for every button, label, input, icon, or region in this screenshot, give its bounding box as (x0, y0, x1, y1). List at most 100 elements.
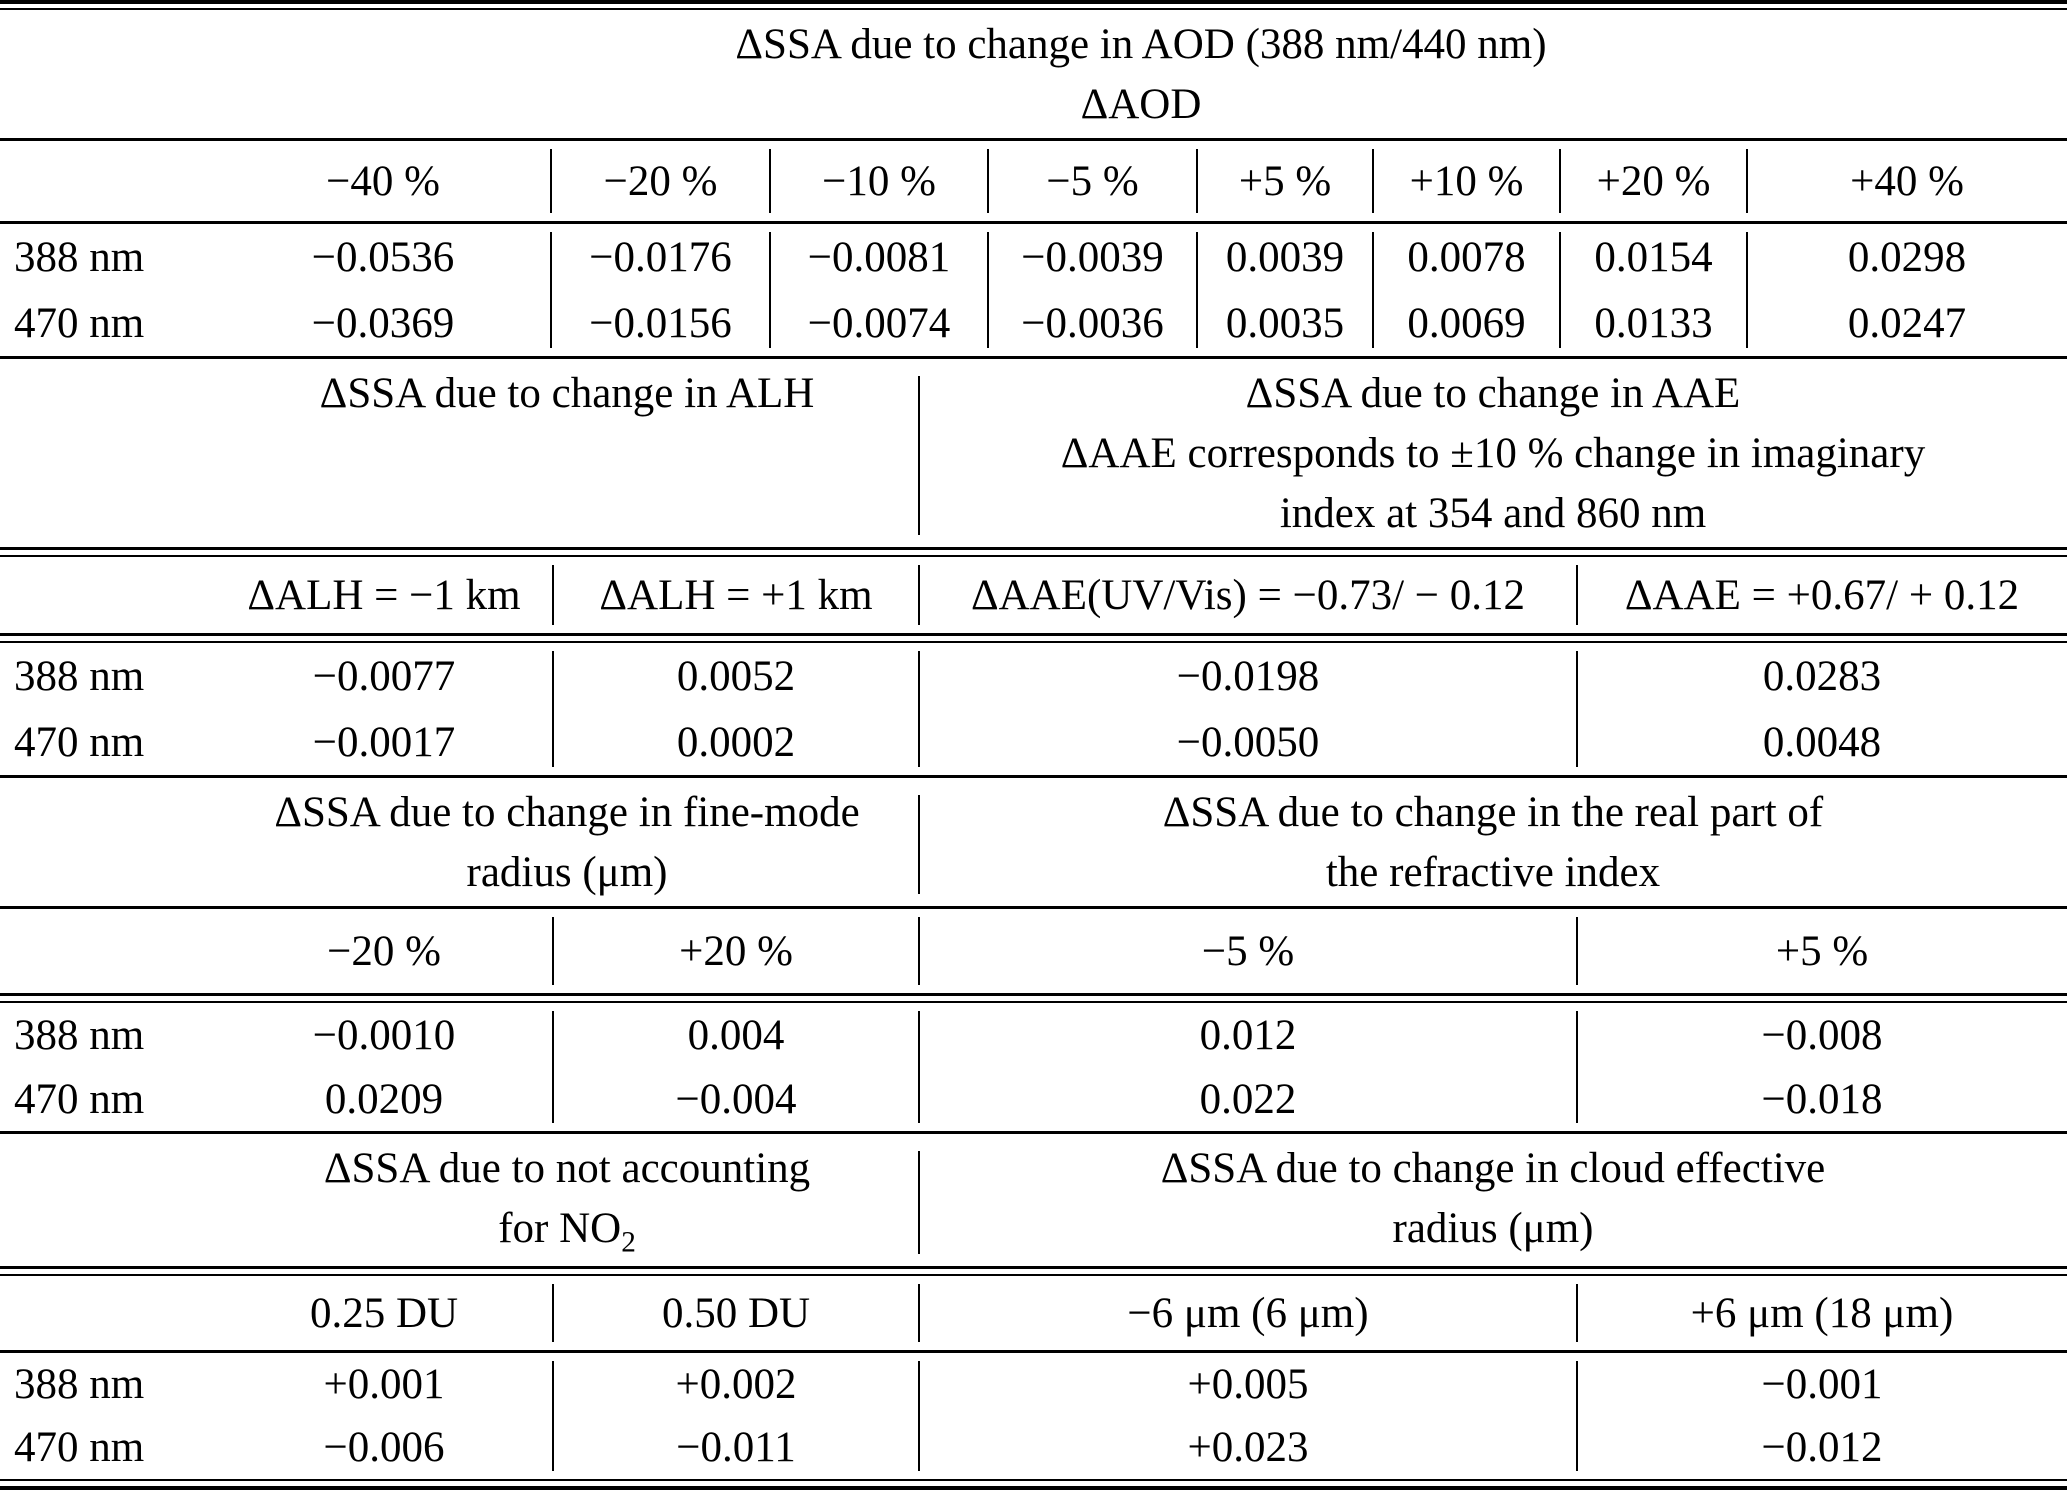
no2-cloud-data-rows: 388 nm 470 nm +0.001 −0.006 +0.002 −0.01… (0, 1353, 2067, 1479)
data-cell: 0.0035 (1225, 299, 1345, 347)
aod-column-header-row: −40 % −20 % −10 % −5 % +5 % +10 % +20 % … (0, 141, 2067, 221)
no2-cloud-col-header: −6 μm (6 μm) (1127, 1289, 1369, 1337)
data-cell: 0.0002 (676, 718, 796, 766)
no2-cloud-col-header: +6 μm (18 μm) (1690, 1289, 1954, 1337)
data-cell: −0.012 (1761, 1424, 1883, 1471)
horizontal-rule (0, 221, 2067, 224)
data-cell: −0.001 (1761, 1361, 1883, 1408)
real-index-title-line2: the refractive index (1325, 849, 1661, 896)
cloud-title-line1: ΔSSA due to change in cloud effective (1160, 1145, 1826, 1192)
wavelength-label-column: 388 nm 470 nm (0, 1003, 215, 1131)
data-cell: −0.004 (675, 1075, 797, 1123)
finemode-title-line1: ΔSSA due to change in fine-mode (274, 789, 860, 836)
data-cell: −0.0010 (312, 1011, 456, 1059)
wavelength-label-column: 388 nm 470 nm (0, 643, 215, 775)
alh-aae-column-header-row: ΔALH = −1 km ΔALH = +1 km ΔAAE(UV/Vis) =… (0, 557, 2067, 633)
aod-col-header: +20 % (1596, 157, 1711, 205)
data-cell: −0.0036 (1021, 299, 1164, 347)
horizontal-rule-double (0, 633, 2067, 643)
aod-col-header: −5 % (1046, 157, 1139, 205)
cloud-header-cell: ΔSSA due to change in cloud effective ra… (919, 1139, 2067, 1266)
data-cell: 0.0069 (1407, 299, 1526, 347)
data-column: 0.0078 0.0069 (1373, 224, 1560, 356)
no2-cloud-column-header-row: 0.25 DU 0.50 DU −6 μm (6 μm) +6 μm (18 μ… (0, 1276, 2067, 1350)
empty-corner-cell (0, 141, 215, 221)
data-column: −0.0081 −0.0074 (770, 224, 988, 356)
alh-aae-data-rows: 388 nm 470 nm −0.0077 −0.0017 0.0052 0.0… (0, 643, 2067, 775)
aod-data-rows: 388 nm 470 nm −0.0536 −0.0369 −0.0176 −0… (0, 224, 2067, 356)
data-cell: −0.0536 (311, 233, 455, 281)
no2-title-line2-text: for NO (498, 1205, 622, 1252)
row-label: 388 nm (14, 1361, 145, 1408)
data-column: 0.0052 0.0002 (553, 643, 919, 775)
data-cell: 0.0298 (1847, 233, 1967, 281)
real-index-header-cell: ΔSSA due to change in the real part of t… (919, 783, 2067, 906)
data-cell: +0.002 (675, 1361, 797, 1408)
data-cell: 0.0039 (1225, 233, 1345, 281)
aae-title-line1: ΔSSA due to change in AAE (1245, 370, 1741, 417)
no2-subscript: 2 (621, 1226, 636, 1259)
data-column: −0.0536 −0.0369 (215, 224, 551, 356)
alh-title: ΔSSA due to change in ALH (319, 370, 815, 417)
section-aod-header: ΔSSA due to change in AOD (388 nm/440 nm… (0, 10, 2067, 138)
aod-col-header: +5 % (1238, 157, 1332, 205)
section-aod-title-line1: ΔSSA due to change in AOD (388 nm/440 nm… (735, 21, 1547, 68)
horizontal-rule-bottom (0, 1479, 2067, 1490)
data-column: 0.0283 0.0048 (1577, 643, 2067, 775)
data-cell: 0.0247 (1847, 299, 1967, 347)
horizontal-rule-double (0, 547, 2067, 557)
row-label: 470 nm (14, 299, 145, 347)
alh-aae-col-header: ΔAAE = +0.67/ + 0.12 (1624, 571, 2020, 619)
data-column: +0.005 +0.023 (919, 1353, 1577, 1479)
no2-cloud-col-header: 0.25 DU (309, 1289, 459, 1337)
no2-cloud-col-header: 0.50 DU (661, 1289, 811, 1337)
data-cell: −0.0176 (589, 233, 732, 281)
aod-col-header: +40 % (1850, 157, 1964, 205)
row-label: 470 nm (14, 1075, 145, 1123)
no2-title-line1: ΔSSA due to not accounting (323, 1145, 811, 1192)
data-column: −0.0198 −0.0050 (919, 643, 1577, 775)
data-column: −0.0176 −0.0156 (551, 224, 770, 356)
finemode-real-column-header-row: −20 % +20 % −5 % +5 % (0, 909, 2067, 993)
wavelength-label-column: 388 nm 470 nm (0, 224, 215, 356)
empty-corner-cell (0, 557, 215, 633)
data-cell: 0.0154 (1594, 233, 1713, 281)
data-cell: −0.0050 (1176, 718, 1320, 766)
data-cell: 0.0133 (1594, 299, 1713, 347)
data-column: 0.012 0.022 (919, 1003, 1577, 1131)
data-cell: −0.0017 (312, 718, 456, 766)
data-cell: −0.0081 (807, 233, 951, 281)
horizontal-rule (0, 906, 2067, 909)
data-cell: −0.008 (1761, 1011, 1883, 1059)
row-label: 388 nm (14, 233, 145, 281)
data-cell: 0.012 (1199, 1011, 1297, 1059)
finemode-real-col-header: +5 % (1775, 927, 1869, 975)
alh-aae-col-header: ΔALH = +1 km (599, 571, 873, 619)
empty-corner-cell (0, 1276, 215, 1350)
aae-title-line2: ΔAAE corresponds to ±10 % change in imag… (1060, 430, 1926, 477)
data-cell: −0.0156 (589, 299, 732, 347)
no2-title-line2: for NO2 (215, 1199, 919, 1259)
alh-aae-col-header: ΔALH = −1 km (247, 571, 521, 619)
horizontal-rule (0, 1350, 2067, 1353)
horizontal-rule (0, 356, 2067, 359)
data-column: +0.002 −0.011 (553, 1353, 919, 1479)
data-cell: −0.006 (323, 1424, 445, 1471)
section-aod-title-line2: ΔAOD (1080, 81, 1202, 128)
empty-corner-cell (0, 909, 215, 993)
aae-header-cell: ΔSSA due to change in AAE ΔAAE correspon… (919, 364, 2067, 547)
row-label: 470 nm (14, 1424, 145, 1471)
data-cell: −0.0077 (312, 652, 456, 700)
row-label: 388 nm (14, 652, 145, 700)
data-cell: +0.005 (1187, 1361, 1309, 1408)
data-cell: +0.001 (323, 1361, 445, 1408)
alh-header-cell: ΔSSA due to change in ALH (0, 364, 919, 547)
data-cell: −0.0039 (1021, 233, 1164, 281)
aod-col-header: −10 % (822, 157, 936, 205)
real-index-title-line1: ΔSSA due to change in the real part of (1162, 789, 1824, 836)
data-cell: 0.022 (1199, 1075, 1297, 1123)
data-column: −0.0077 −0.0017 (215, 643, 553, 775)
finemode-header-cell: ΔSSA due to change in fine-mode radius (… (0, 783, 919, 906)
data-column: −0.0010 0.0209 (215, 1003, 553, 1131)
